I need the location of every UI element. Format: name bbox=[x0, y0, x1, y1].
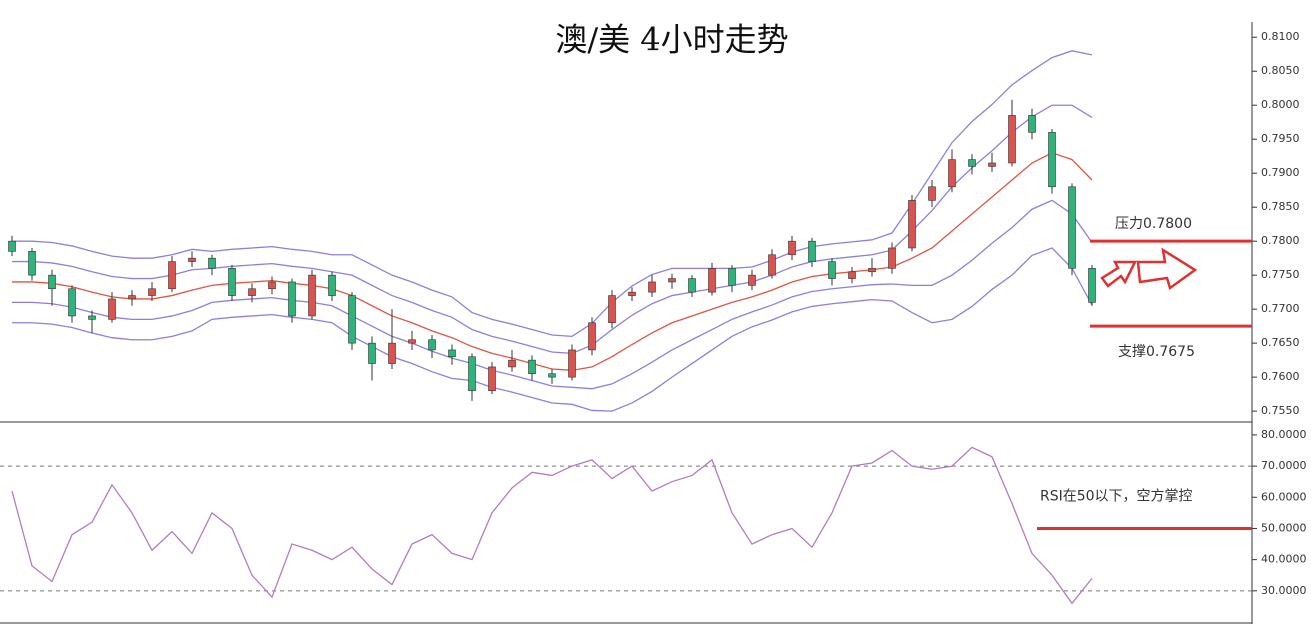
candle-body bbox=[868, 268, 876, 273]
candle-body bbox=[708, 268, 716, 293]
candle-body bbox=[1048, 132, 1056, 188]
y-tick-label: 0.7550 bbox=[1261, 404, 1300, 417]
y-tick-label: 80.0000 bbox=[1261, 428, 1307, 441]
annotation: 压力0.7800 bbox=[1115, 216, 1192, 232]
candle-body bbox=[908, 200, 916, 249]
candle-body bbox=[48, 274, 56, 290]
candle-body bbox=[88, 315, 96, 320]
rsi-line bbox=[11, 446, 1093, 605]
candle-body bbox=[208, 257, 216, 269]
y-tick-label: 0.7900 bbox=[1261, 166, 1300, 179]
candle-body bbox=[468, 356, 476, 392]
y-tick-label: 0.7850 bbox=[1261, 200, 1300, 213]
chart-title: 澳/美 4小时走势 bbox=[555, 21, 788, 59]
arrow-small bbox=[1100, 260, 1138, 288]
y-tick-label: 0.7750 bbox=[1261, 268, 1300, 281]
candle-body bbox=[628, 291, 636, 296]
band-line bbox=[12, 104, 1093, 354]
candle-body bbox=[488, 366, 496, 392]
candle-body bbox=[568, 349, 576, 378]
y-tick-label: 0.7600 bbox=[1261, 370, 1300, 383]
candle-body bbox=[248, 288, 256, 296]
candle-body bbox=[28, 251, 36, 276]
candle-body bbox=[348, 295, 356, 344]
y-tick-label: 50.0000 bbox=[1261, 521, 1307, 534]
candle-body bbox=[1068, 186, 1076, 269]
candle-body bbox=[848, 271, 856, 279]
candle-body bbox=[68, 288, 76, 317]
candle-body bbox=[668, 278, 676, 283]
y-tick-label: 60.0000 bbox=[1261, 490, 1307, 503]
candle-body bbox=[188, 257, 196, 262]
candle-body bbox=[808, 240, 816, 262]
candle-body bbox=[788, 240, 796, 256]
candle-body bbox=[828, 261, 836, 279]
candle-body bbox=[748, 274, 756, 286]
candle-body bbox=[168, 261, 176, 290]
candle-body bbox=[328, 274, 336, 296]
candle-body bbox=[608, 295, 616, 324]
candle-body bbox=[428, 339, 436, 351]
arrow-large bbox=[1136, 247, 1198, 291]
candle-body bbox=[288, 281, 296, 317]
y-tick-label: 40.0000 bbox=[1261, 553, 1307, 566]
candle-body bbox=[588, 322, 596, 351]
annotation: 支撑0.7675 bbox=[1118, 344, 1195, 360]
candle-body bbox=[228, 268, 236, 296]
y-tick-label: 0.8100 bbox=[1261, 30, 1300, 43]
candle-body bbox=[548, 373, 556, 378]
candle-body bbox=[648, 281, 656, 293]
candle-body bbox=[448, 349, 456, 358]
candle-body bbox=[368, 342, 376, 364]
candle-body bbox=[8, 240, 16, 252]
candle-body bbox=[688, 278, 696, 293]
y-tick-label: 0.7650 bbox=[1261, 336, 1300, 349]
candle-body bbox=[388, 342, 396, 364]
candle-body bbox=[888, 247, 896, 269]
candle-body bbox=[108, 298, 116, 320]
candle-body bbox=[1008, 115, 1016, 164]
y-tick-label: 0.7700 bbox=[1261, 302, 1300, 315]
candle-body bbox=[148, 288, 156, 296]
y-tick-label: 70.0000 bbox=[1261, 459, 1307, 472]
band-line bbox=[12, 199, 1093, 390]
candle-body bbox=[308, 274, 316, 317]
candle-body bbox=[528, 359, 536, 375]
arrows bbox=[1100, 247, 1198, 291]
candle-body bbox=[128, 295, 136, 300]
candle-body bbox=[988, 162, 996, 167]
annotation: RSI在50以下，空方掌控 bbox=[1040, 488, 1193, 504]
candle-body bbox=[968, 159, 976, 167]
candle-body bbox=[1088, 268, 1096, 303]
candle-body bbox=[768, 254, 776, 276]
candle-body bbox=[728, 268, 736, 286]
y-tick-label: 30.0000 bbox=[1261, 584, 1307, 597]
candle-body bbox=[928, 186, 936, 201]
band-line bbox=[12, 247, 1093, 412]
y-tick-label: 0.8000 bbox=[1261, 98, 1300, 111]
candle-body bbox=[948, 159, 956, 188]
y-tick-label: 0.8050 bbox=[1261, 64, 1300, 77]
candle-body bbox=[508, 359, 516, 368]
candle-body bbox=[1028, 115, 1036, 133]
y-tick-label: 0.7800 bbox=[1261, 234, 1300, 247]
candle-body bbox=[268, 281, 276, 290]
y-tick-label: 0.7950 bbox=[1261, 132, 1300, 145]
candle-body bbox=[408, 339, 416, 344]
